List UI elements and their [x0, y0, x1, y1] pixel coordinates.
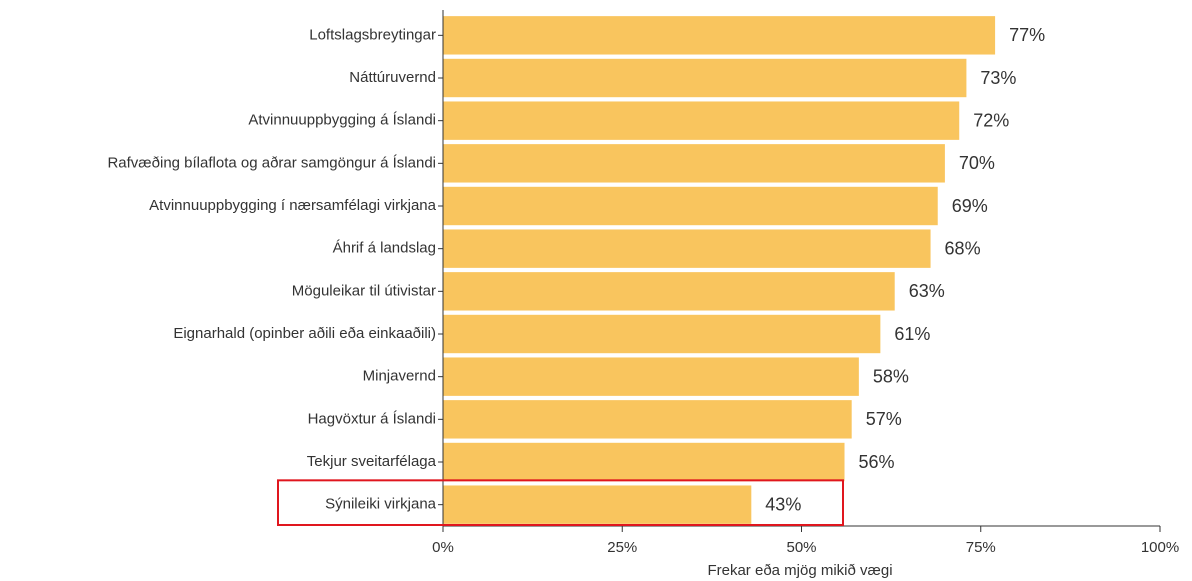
bar: [443, 314, 881, 354]
y-tick-label: Sýnileiki virkjana: [325, 496, 437, 513]
bar: [443, 442, 845, 482]
value-label: 73%: [980, 68, 1016, 88]
value-label: 69%: [952, 196, 988, 216]
value-label: 61%: [894, 324, 930, 344]
y-tick-label: Möguleikar til útivistar: [292, 282, 436, 299]
bar: [443, 357, 859, 396]
value-label: 56%: [859, 452, 895, 472]
y-tick-label: Loftslagsbreytingar: [309, 26, 436, 43]
x-tick-label: 50%: [786, 539, 816, 556]
y-tick-label: Áhrif á landslag: [333, 240, 436, 257]
x-axis-label: Frekar eða mjög mikið vægi: [707, 562, 892, 579]
bar: [443, 58, 967, 98]
y-tick-label: Atvinnuuppbygging í nærsamfélagi virkjan…: [149, 197, 436, 214]
y-tick-label: Náttúruvernd: [349, 69, 436, 86]
y-tick-label: Rafvæðing bílaflota og aðrar samgöngur á…: [107, 154, 436, 171]
value-label: 68%: [945, 238, 981, 258]
bar: [443, 101, 960, 140]
bar: [443, 485, 752, 524]
highlight-box: [277, 479, 844, 527]
bar: [443, 186, 938, 226]
bar: [443, 400, 852, 439]
y-tick-label: Eignarhald (opinber aðili eða einkaaðili…: [173, 325, 436, 342]
value-label: 70%: [959, 153, 995, 173]
value-label: 57%: [866, 409, 902, 429]
y-tick-label: Atvinnuuppbygging á Íslandi: [248, 112, 436, 129]
x-tick-label: 75%: [966, 539, 996, 556]
x-tick-label: 0%: [432, 539, 454, 556]
x-tick-label: 100%: [1141, 539, 1179, 556]
value-label: 43%: [765, 494, 801, 514]
value-label: 63%: [909, 281, 945, 301]
value-label: 58%: [873, 366, 909, 386]
bar: [443, 272, 895, 311]
value-label: 77%: [1009, 25, 1045, 45]
y-tick-label: Hagvöxtur á Íslandi: [308, 410, 436, 427]
bar: [443, 16, 996, 55]
y-tick-label: Tekjur sveitarfélaga: [307, 453, 437, 470]
value-label: 72%: [973, 110, 1009, 130]
bar: [443, 229, 931, 268]
bar: [443, 144, 945, 183]
y-tick-label: Minjavernd: [363, 368, 436, 385]
x-tick-label: 25%: [607, 539, 637, 556]
